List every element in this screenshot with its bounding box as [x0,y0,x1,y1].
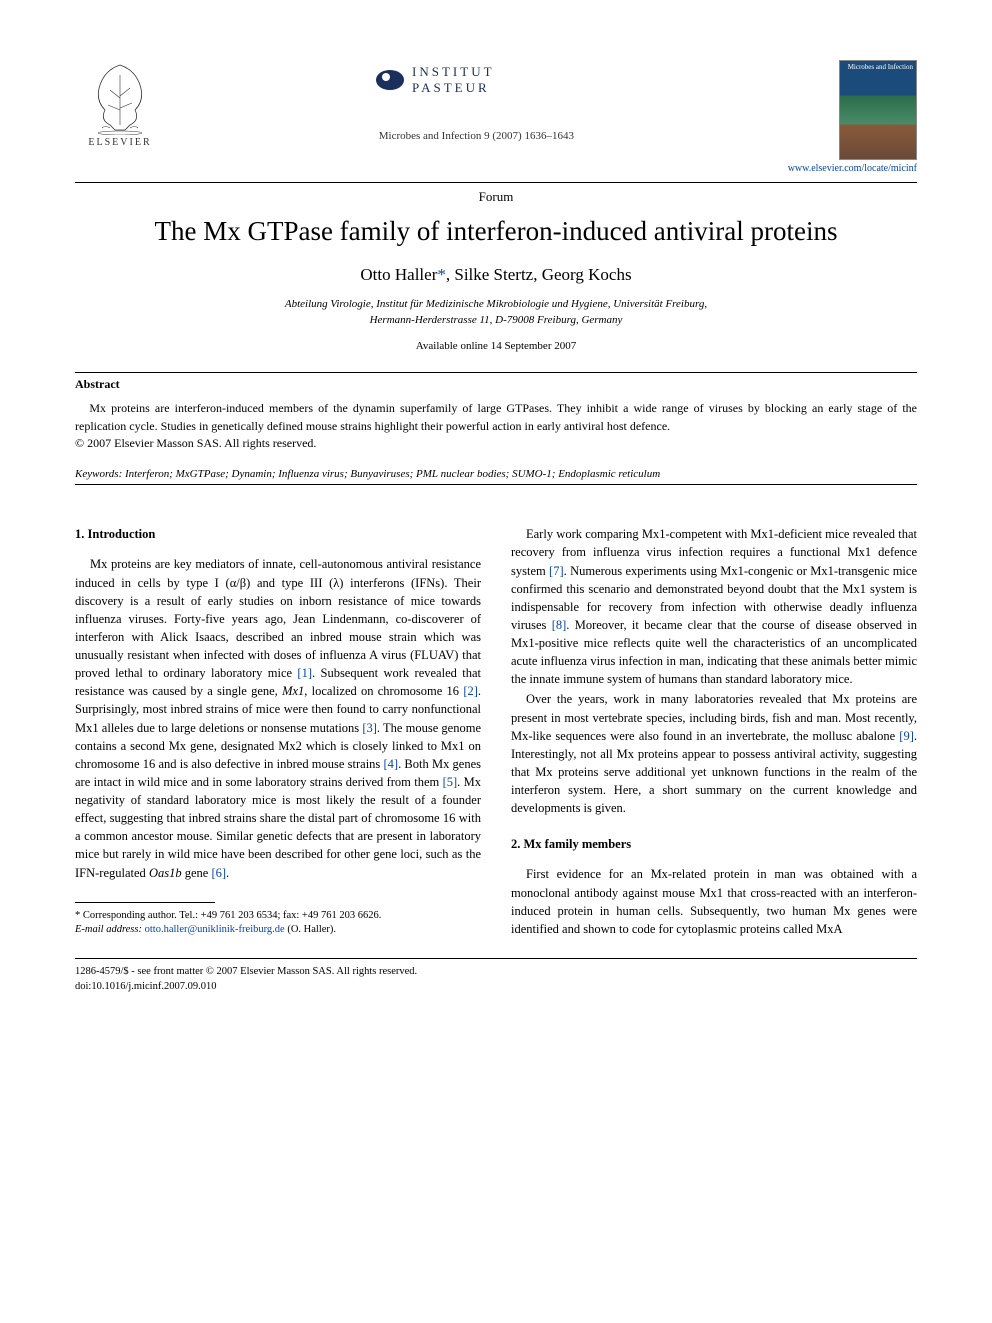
authors: Otto Haller*, Silke Stertz, Georg Kochs [75,265,917,285]
text-run: Mx proteins are key mediators of innate,… [75,557,481,680]
journal-link[interactable]: www.elsevier.com/locate/micinf [788,163,917,174]
author-sep: , [533,265,542,284]
cover-title: Microbes and Infection [848,64,913,72]
journal-reference: Microbes and Infection 9 (2007) 1636–164… [379,130,574,142]
article-title: The Mx GTPase family of interferon-induc… [75,215,917,247]
text-run: , localized on chromosome 16 [304,684,463,698]
author-2: Silke Stertz [454,265,533,284]
email-who: (O. Haller). [285,924,336,935]
ref-link-2[interactable]: [2] [463,684,478,698]
footer-block: 1286-4579/$ - see front matter © 2007 El… [75,965,917,994]
elsevier-tree-icon [80,60,160,135]
text-run: Over the years, work in many laboratorie… [511,692,917,742]
affiliation: Abteilung Virologie, Institut für Medizi… [75,297,917,328]
ref-link-8[interactable]: [8] [552,618,567,632]
rule-top [75,182,917,183]
cover-column: Microbes and Infection www.elsevier.com/… [788,60,917,174]
ref-link-1[interactable]: [1] [297,666,312,680]
ref-link-3[interactable]: [3] [362,721,377,735]
pasteur-logo: INSTITUT PASTEUR [376,60,576,100]
available-date: Available online 14 September 2007 [75,340,917,352]
article-type: Forum [75,189,917,205]
affiliation-line-1: Abteilung Virologie, Institut für Medizi… [75,297,917,312]
section-2-heading: 2. Mx family members [511,835,917,853]
affiliation-line-2: Hermann-Herderstrasse 11, D-79008 Freibu… [75,313,917,328]
section-1-heading: 1. Introduction [75,525,481,543]
ref-link-6[interactable]: [6] [211,866,226,880]
col2-paragraph-1: Early work comparing Mx1-competent with … [511,525,917,688]
body-columns: 1. Introduction Mx proteins are key medi… [75,525,917,940]
author-1: Otto Haller [360,265,437,284]
corresponding-mark: * [437,265,446,284]
rule-abstract-bottom [75,484,917,485]
column-right: Early work comparing Mx1-competent with … [511,525,917,940]
column-left: 1. Introduction Mx proteins are key medi… [75,525,481,940]
header-row: ELSEVIER INSTITUT PASTEUR Microbes and I… [75,60,917,174]
author-3: Georg Kochs [542,265,632,284]
text-run: . [226,866,229,880]
keywords: Keywords: Interferon; MxGTPase; Dynamin;… [75,468,917,480]
email-line: E-mail address: otto.haller@uniklinik-fr… [75,923,481,938]
rule-abstract-top [75,372,917,373]
text-run: . Moreover, it became clear that the cou… [511,618,917,686]
abstract-copyright: © 2007 Elsevier Masson SAS. All rights r… [75,435,917,452]
sec2-paragraph-1: First evidence for an Mx-related protein… [511,865,917,938]
ref-link-7[interactable]: [7] [549,564,564,578]
gene-oas1b: Oas1b [149,866,182,880]
keywords-list: Interferon; MxGTPase; Dynamin; Influenza… [122,468,660,480]
abstract-block: Abstract Mx proteins are interferon-indu… [75,377,917,452]
keywords-label: Keywords: [75,468,122,480]
elsevier-wordmark: ELSEVIER [88,137,151,148]
ref-link-9[interactable]: [9] [899,729,914,743]
pasteur-name: INSTITUT PASTEUR [412,64,576,96]
footer-separator [75,958,917,959]
footer-front-matter: 1286-4579/$ - see front matter © 2007 El… [75,965,917,980]
email-label: E-mail address: [75,924,142,935]
text-run: . Mx negativity of standard laboratory m… [75,775,481,880]
gene-mx1: Mx1 [282,684,304,698]
journal-cover-thumb: Microbes and Infection [839,60,917,160]
col2-paragraph-2: Over the years, work in many laboratorie… [511,690,917,817]
ref-link-5[interactable]: [5] [443,775,458,789]
footer-doi: doi:10.1016/j.micinf.2007.09.010 [75,980,917,995]
footnote-separator [75,902,215,903]
pasteur-block: INSTITUT PASTEUR Microbes and Infection … [165,60,788,142]
abstract-text: Mx proteins are interferon-induced membe… [75,400,917,435]
intro-paragraph-1: Mx proteins are key mediators of innate,… [75,555,481,881]
elsevier-logo: ELSEVIER [75,60,165,160]
ref-link-4[interactable]: [4] [384,757,399,771]
pasteur-oval-icon [376,70,404,90]
text-run: gene [182,866,212,880]
corresponding-author-note: * Corresponding author. Tel.: +49 761 20… [75,909,481,924]
email-link[interactable]: otto.haller@uniklinik-freiburg.de [142,924,285,935]
abstract-heading: Abstract [75,377,917,392]
footnote-block: * Corresponding author. Tel.: +49 761 20… [75,909,481,938]
